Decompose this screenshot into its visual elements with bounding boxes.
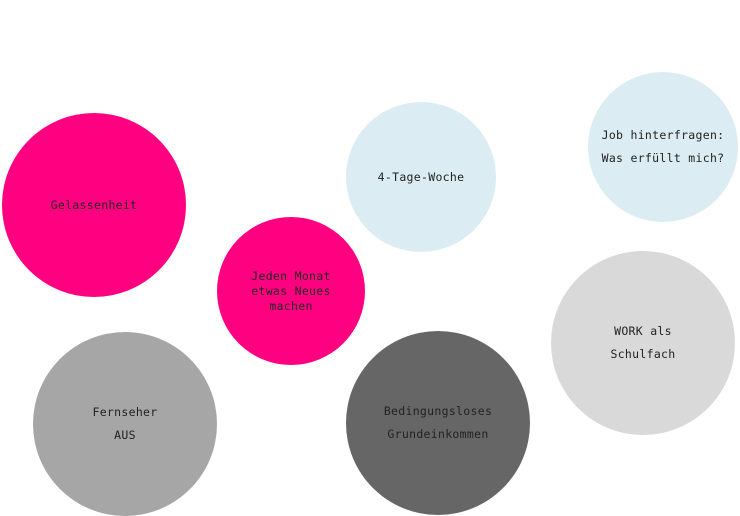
bubble-fernseher-aus: Fernseher AUS [33,332,217,516]
bubble-gelassenheit: Gelassenheit [2,113,186,297]
bubble-label: Gelassenheit [50,197,138,212]
bubble-work-schulfach: WORK als Schulfach [551,251,735,435]
bubble-jeden-monat: Jeden Monat etwas Neues machen [217,217,365,365]
bubble-label: Job hinterfragen: Was erfüllt mich? [601,128,725,165]
bubble-4-tage-woche: 4-Tage-Woche [346,102,496,252]
bubble-label: Fernseher AUS [92,405,158,442]
bubble-label: 4-Tage-Woche [377,169,465,184]
bubble-job-hinterfragen: Job hinterfragen: Was erfüllt mich? [588,72,738,222]
bubble-label: Jeden Monat etwas Neues machen [251,268,331,313]
bubble-label: WORK als Schulfach [610,324,676,361]
bubble-label: Bedingungsloses Grundeinkommen [383,404,493,441]
bubble-grundeinkommen: Bedingungsloses Grundeinkommen [346,331,530,515]
